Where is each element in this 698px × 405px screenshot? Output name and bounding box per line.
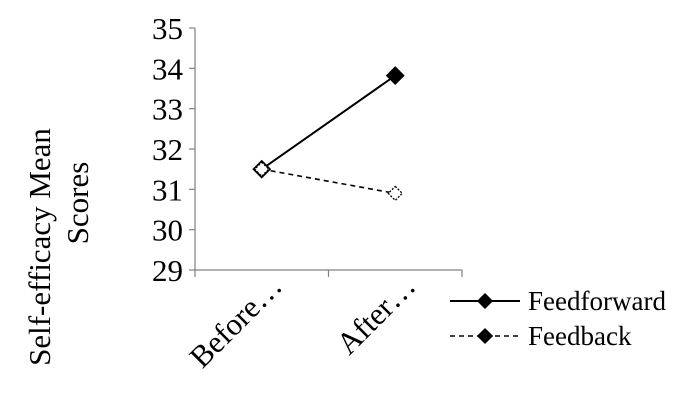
legend-label-feedforward: Feedforward <box>528 286 666 316</box>
data-point-feedback-1 <box>387 185 404 202</box>
x-tick-label-0: Before… <box>182 268 288 374</box>
legend: Feedforward Feedback <box>450 286 666 351</box>
series-markers <box>252 66 405 202</box>
y-axis-title-line-1: Self-efficacy Mean <box>22 128 57 366</box>
series-line-feedback <box>261 168 396 195</box>
x-axis-ticks: Before… After… <box>182 268 463 375</box>
y-tick-label-34: 34 <box>152 51 184 86</box>
legend-item-feedforward: Feedforward <box>450 286 666 316</box>
y-axis-title-line-2: Scores <box>60 162 95 245</box>
series-lines <box>261 74 396 195</box>
legend-marker-feedback <box>476 327 494 345</box>
y-tick-label-33: 33 <box>152 92 183 127</box>
y-axis-ticks: 29 30 31 32 33 34 35 <box>152 11 195 288</box>
y-axis-title: Self-efficacy Mean Scores <box>22 128 95 366</box>
legend-marker-feedforward <box>476 292 494 310</box>
data-point-feedback-0 <box>253 161 270 178</box>
data-point-feedforward-1 <box>385 66 405 86</box>
y-tick-label-29: 29 <box>152 253 183 288</box>
y-tick-label-30: 30 <box>152 213 183 248</box>
y-tick-label-31: 31 <box>152 172 183 207</box>
y-tick-label-32: 32 <box>152 132 183 167</box>
y-tick-label-35: 35 <box>152 11 183 46</box>
legend-label-feedback: Feedback <box>528 321 632 351</box>
legend-item-feedback: Feedback <box>450 321 632 351</box>
x-tick-label-1: After… <box>329 268 422 361</box>
series-line-feedforward <box>261 74 396 170</box>
